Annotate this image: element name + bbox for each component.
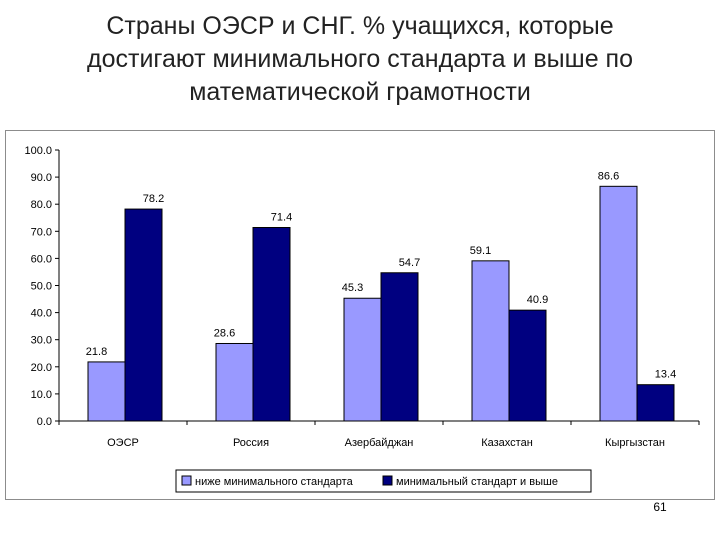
legend-label: минимальный стандарт и выше: [396, 476, 558, 488]
y-tick-label: 40.0: [31, 308, 52, 320]
bar: [252, 227, 291, 422]
data-label: 59.1: [470, 245, 491, 257]
bar: [87, 361, 126, 422]
title-line-2: достигают минимального стандарта и выше …: [87, 45, 633, 73]
bar: [124, 208, 163, 422]
y-tick-label: 20.0: [31, 362, 52, 374]
legend-swatch: [181, 475, 192, 486]
chart-frame: 0.0 10.0 20.0 30.0 40.0 50.0 60.0 70.0 80.0 90.0 1…: [5, 130, 715, 500]
data-label: 86.6: [598, 170, 619, 182]
y-tick-label: 10.0: [31, 389, 52, 401]
data-label: 28.6: [214, 327, 235, 339]
x-tick-label: Азербайджан: [345, 437, 414, 449]
data-label: 13.4: [655, 369, 676, 381]
legend-label: ниже минимального стандарта: [195, 476, 354, 488]
data-label: 45.3: [342, 282, 363, 294]
slide-title: Страны ОЭСР и СНГ. % учащихся, которые д…: [0, 10, 720, 109]
bar: [636, 384, 675, 422]
legend-swatch: [382, 475, 393, 486]
page-number: 61: [653, 500, 667, 514]
bar: [343, 297, 382, 422]
x-tick-label: Россия: [233, 437, 269, 449]
data-label: 21.8: [86, 346, 107, 358]
y-tick-label: 0.0: [37, 416, 52, 428]
data-label: 54.7: [399, 257, 420, 269]
y-tick-label: 90.0: [31, 172, 52, 184]
y-tick-label: 80.0: [31, 199, 52, 211]
title-line-1: Страны ОЭСР и СНГ. % учащихся, которые: [106, 12, 614, 40]
x-tick-label: Казахстан: [481, 437, 533, 449]
bar: [508, 309, 547, 422]
data-label: 71.4: [271, 212, 292, 224]
data-label: 78.2: [143, 193, 164, 205]
bar: [599, 185, 638, 422]
title-line-3: математической грамотности: [189, 78, 531, 106]
x-tick-label: ОЭСР: [107, 437, 139, 449]
bar: [380, 272, 419, 422]
y-tick-label: 60.0: [31, 253, 52, 265]
bar-chart: 0.0 10.0 20.0 30.0 40.0 50.0 60.0 70.0 80.0 90.0 1…: [24, 145, 700, 493]
x-tick-label: Кыргызстан: [605, 437, 665, 449]
y-tick-label: 100.0: [24, 145, 52, 157]
y-tick-label: 30.0: [31, 335, 52, 347]
y-tick-label: 70.0: [31, 226, 52, 238]
data-label: 40.9: [527, 294, 548, 306]
bar: [215, 342, 254, 422]
bar: [471, 260, 510, 422]
y-tick-label: 50.0: [31, 281, 52, 293]
